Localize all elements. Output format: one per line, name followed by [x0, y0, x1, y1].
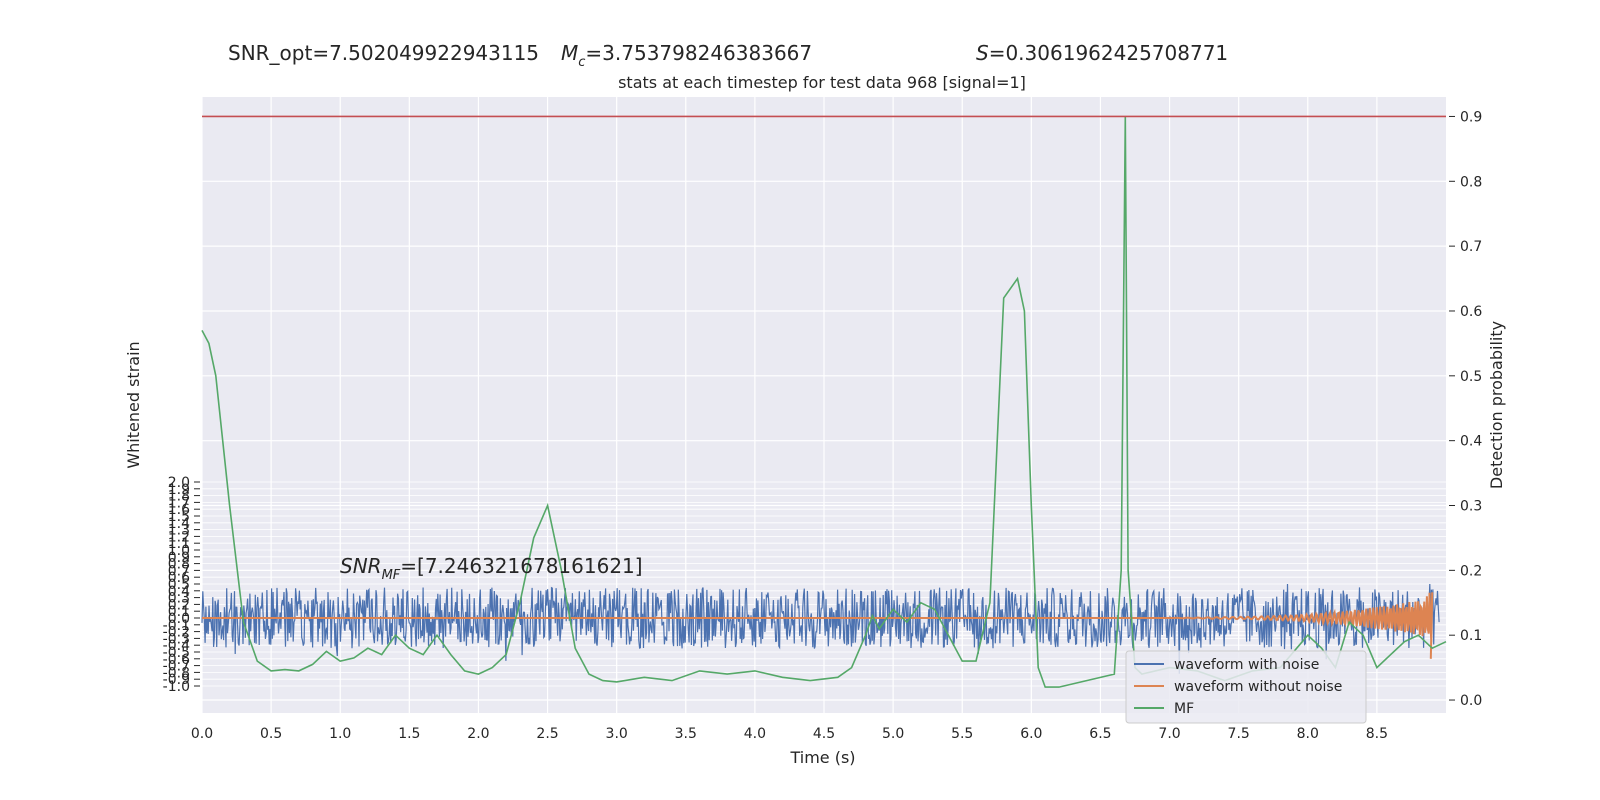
x-tick-label: 3.5	[675, 726, 697, 742]
right-axis-label: Detection probability	[1487, 321, 1506, 489]
series-waveform-without-noise	[202, 592, 1434, 659]
left-tick-label: 0.2	[168, 597, 190, 613]
x-tick-label: 5.5	[951, 726, 973, 742]
left-tick-label: 1.1	[168, 536, 190, 552]
right-tick-label: 0.5	[1460, 369, 1482, 385]
right-tick-label: 0.0	[1460, 693, 1482, 709]
snr-mf-value: =[7.246321678161621]	[400, 554, 642, 578]
left-tick-label: 1.6	[168, 502, 190, 518]
mc-symbol: M	[561, 41, 578, 65]
left-tick-label: 0.8	[168, 557, 190, 573]
x-tick-label: 0.5	[260, 726, 282, 742]
left-tick-label: 1.9	[168, 482, 190, 498]
left-tick-label: 1.8	[168, 489, 190, 505]
left-tick-label: 1.5	[168, 509, 190, 525]
chart-title: stats at each timestep for test data 968…	[618, 73, 1026, 92]
left-tick-label: 0.5	[168, 577, 190, 593]
snr-mf-subscript: MF	[382, 568, 401, 583]
x-tick-label: 1.5	[398, 726, 420, 742]
s-value: =0.3061962425708771	[989, 41, 1228, 65]
left-tick-label: -0.8	[163, 665, 190, 681]
left-tick-label: 0.6	[168, 570, 190, 586]
left-tick-label: 1.7	[168, 495, 190, 511]
x-tick-label: 3.0	[606, 726, 628, 742]
x-tick-label: 5.0	[882, 726, 904, 742]
left-tick-label: 1.2	[168, 529, 190, 545]
legend-label-waveform-with-noise: waveform with noise	[1174, 657, 1319, 673]
left-tick-label: -0.1	[163, 618, 190, 634]
legend-label-waveform-without-noise: waveform without noise	[1174, 679, 1342, 695]
legend-label-mf: MF	[1174, 701, 1194, 717]
x-tick-label: 0.0	[191, 726, 213, 742]
x-tick-label: 4.5	[813, 726, 835, 742]
x-tick-label: 1.0	[329, 726, 351, 742]
x-tick-label: 7.0	[1158, 726, 1180, 742]
x-axis-ticks: 0.0 0.5 1.0 1.5 2.0 2.5 3.0 3.5 4.0 4.5 5.0 5.5 6.0 6…	[191, 726, 1388, 742]
right-tick-label: 0.9	[1460, 109, 1482, 125]
legend: waveform with noise waveform without noi…	[1125, 650, 1367, 724]
s-symbol: S	[976, 41, 989, 65]
left-tick-label: -0.3	[163, 631, 190, 647]
left-tick-label: 1.4	[168, 516, 190, 532]
left-tick-label: 0.7	[168, 563, 190, 579]
mc-subscript: c	[578, 55, 585, 70]
left-tick-label: -0.9	[163, 672, 190, 688]
left-tick-label: 0.4	[168, 584, 190, 600]
snr-mf-symbol: SNR	[340, 554, 382, 578]
x-tick-label: 4.0	[744, 726, 766, 742]
left-tick-label: 1.3	[168, 523, 190, 539]
x-tick-label: 6.0	[1020, 726, 1042, 742]
snr-opt-label: SNR_opt=7.502049922943115	[228, 41, 539, 65]
left-tick-label: 2.0	[168, 475, 190, 491]
waveform-with-noise-line	[201, 583, 1440, 674]
right-tick-label: 0.7	[1460, 239, 1482, 255]
left-tick-label: -0.5	[163, 645, 190, 661]
legend-box	[1125, 650, 1367, 724]
left-axis-ticks: 2.01.91.81.71.61.51.41.31.21.11.00.90.80…	[163, 475, 200, 695]
x-tick-label: 8.5	[1366, 726, 1388, 742]
left-tick-label: 0.9	[168, 550, 190, 566]
left-tick-label: -0.4	[163, 638, 190, 654]
mc-value: =3.753798246383667	[585, 41, 812, 65]
x-axis-label: Time (s)	[789, 748, 855, 767]
left-tick-label: 0.1	[168, 604, 190, 620]
right-tick-label: 0.3	[1460, 499, 1482, 515]
left-tick-label: -0.7	[163, 659, 190, 675]
left-tick-label: -1.0	[163, 679, 190, 695]
right-tick-label: 0.8	[1460, 174, 1482, 190]
right-tick-label: 0.6	[1460, 304, 1482, 320]
right-tick-label: 0.4	[1460, 434, 1482, 450]
x-tick-label: 7.5	[1228, 726, 1250, 742]
mc-label: Mc=3.753798246383667	[561, 41, 812, 70]
left-tick-label: -0.6	[163, 652, 190, 668]
s-label: S=0.3061962425708771	[976, 41, 1228, 65]
x-tick-label: 2.0	[467, 726, 489, 742]
snr-mf-annotation: SNRMF=[7.246321678161621]	[340, 554, 643, 583]
x-tick-label: 8.0	[1297, 726, 1319, 742]
x-tick-label: 2.5	[536, 726, 558, 742]
left-tick-label: -0.2	[163, 625, 190, 641]
left-tick-label: 0.0	[168, 611, 190, 627]
left-tick-label: 1.0	[168, 543, 190, 559]
left-tick-label: 0.3	[168, 591, 190, 607]
right-tick-label: 0.1	[1460, 628, 1482, 644]
right-tick-label: 0.2	[1460, 563, 1482, 579]
right-axis-ticks: 0.0 0.1 0.2 0.3 0.4 0.5 0.6 0.7 0.8 0.9	[1449, 109, 1482, 709]
left-axis-label: Whitened strain	[124, 341, 143, 468]
x-tick-label: 6.5	[1089, 726, 1111, 742]
series-waveform-with-noise	[201, 583, 1440, 674]
